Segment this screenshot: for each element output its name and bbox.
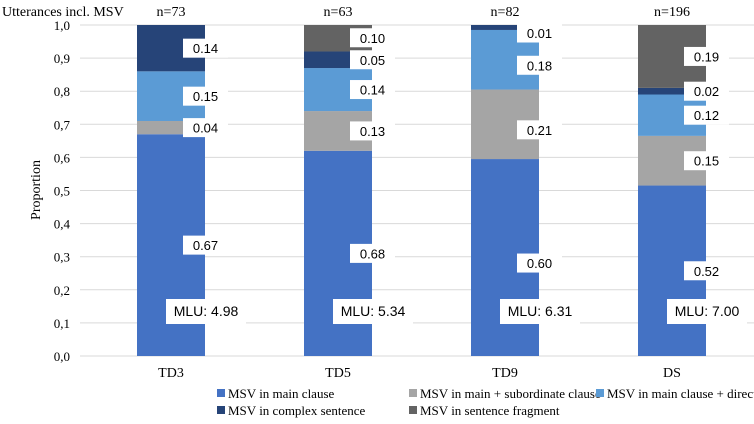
data-label-box: [684, 261, 729, 281]
y-tick-label: 0,6: [54, 150, 71, 165]
data-label-box: [684, 151, 729, 171]
count-label: n=63: [324, 5, 353, 20]
data-label-box: [350, 243, 395, 263]
mlu-label: MLU: 6.31: [508, 303, 573, 319]
data-label-box: [183, 118, 228, 138]
legend-swatch: [217, 406, 225, 414]
mlu-box: [500, 299, 580, 324]
data-label: 0.68: [360, 246, 385, 261]
data-label-box: [517, 55, 562, 75]
data-label: 0.01: [527, 26, 552, 41]
legend-swatch: [409, 389, 417, 397]
legend-label: MSV in main clause: [228, 386, 335, 401]
data-label: 0.15: [193, 89, 218, 104]
legend-swatch: [217, 389, 225, 397]
header-label: Utterances incl. MSV: [2, 5, 124, 20]
data-label: 0.21: [527, 123, 552, 138]
x-axis-labels: TD3 TD5 TD9 DS: [158, 366, 681, 381]
count-labels: n=73 n=63 n=82 n=196: [157, 5, 690, 20]
data-label: 0.67: [193, 238, 218, 253]
y-tick-label: 0,2: [54, 283, 70, 298]
mlu-label: MLU: 5.34: [341, 303, 406, 319]
legend: MSV in main clause MSV in main + subordin…: [217, 386, 754, 418]
data-label-box: [517, 120, 562, 140]
data-label: 0.52: [694, 264, 719, 279]
legend-label: MSV in complex sentence: [228, 403, 366, 418]
bar-segment: [471, 25, 539, 30]
mlu-label: MLU: 4.98: [174, 303, 239, 319]
data-label: 0.13: [360, 124, 385, 139]
legend-swatch: [596, 389, 604, 397]
data-label-box: [183, 38, 228, 58]
data-label: 0.14: [360, 83, 385, 98]
y-tick-label: 0,4: [54, 217, 71, 232]
data-label-box: [350, 50, 395, 70]
legend-swatch: [409, 406, 417, 414]
mlu-box: [333, 299, 413, 324]
bars: 0.67 0.04 0.15 0.14 MLU: 4.98 0.68 0.13 0.14 0.0…: [137, 23, 747, 356]
y-axis-title: Proportion: [29, 160, 44, 220]
y-tick-label: 0,8: [54, 84, 70, 99]
x-tick-label: TD5: [325, 366, 351, 381]
data-label: 0.02: [694, 84, 719, 99]
data-label-box: [517, 253, 562, 273]
y-axis-ticks: 0,0 0,1 0,2 0,3 0,4 0,5 0,6 0,7 0,8 0,9 1,0: [54, 18, 71, 364]
data-label-box: [350, 28, 395, 48]
data-label-box: [350, 121, 395, 141]
legend-label: MSV in sentence fragment: [420, 403, 560, 418]
bar-segment: [638, 87, 706, 95]
y-tick-label: 0,3: [54, 250, 70, 265]
count-label: n=73: [157, 5, 186, 20]
y-tick-label: 0,5: [54, 184, 70, 199]
data-label-box: [684, 81, 729, 101]
data-label: 0.15: [694, 154, 719, 169]
data-label: 0.19: [694, 49, 719, 64]
y-tick-label: 0,1: [54, 316, 70, 331]
data-label: 0.05: [360, 53, 385, 68]
y-tick-label: 0,9: [54, 51, 70, 66]
data-label: 0.18: [527, 58, 552, 73]
x-tick-label: TD3: [158, 366, 184, 381]
data-label: 0.10: [360, 31, 385, 46]
data-label-box: [684, 46, 729, 66]
y-tick-label: 1,0: [54, 18, 70, 33]
data-label: 0.60: [527, 256, 552, 271]
data-label-box: [183, 235, 228, 255]
x-tick-label: DS: [663, 366, 681, 381]
mlu-box: [667, 299, 747, 324]
legend-label: MSV in main + subordinate clause: [420, 386, 601, 401]
y-tick-label: 0,7: [54, 117, 71, 132]
data-label: 0.14: [193, 41, 218, 56]
y-tick-label: 0,0: [54, 349, 70, 364]
count-label: n=82: [491, 5, 520, 20]
data-label-box: [517, 23, 562, 43]
data-label: 0.04: [193, 121, 218, 136]
legend-label: MSV in main clause + direct spech: [607, 386, 754, 401]
x-tick-label: TD9: [492, 366, 518, 381]
data-label-box: [183, 86, 228, 106]
mlu-label: MLU: 7.00: [675, 303, 740, 319]
data-label: 0.12: [694, 108, 719, 123]
mlu-box: [166, 299, 246, 324]
data-label-box: [684, 105, 729, 125]
count-label: n=196: [654, 5, 690, 20]
data-label-box: [350, 80, 395, 100]
